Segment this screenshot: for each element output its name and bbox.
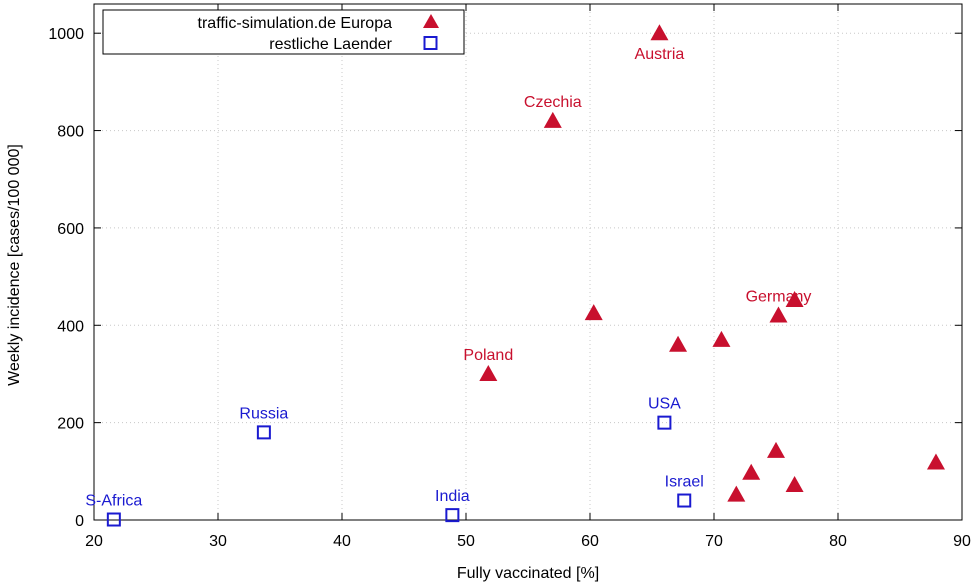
x-tick-label-30: 30: [209, 533, 227, 550]
y-tick-label-800: 800: [57, 124, 84, 141]
y-tick-label-200: 200: [57, 416, 84, 433]
point-label-czechia: Czechia: [524, 94, 582, 111]
point-label-israel: Israel: [665, 474, 704, 491]
axes-layer: 20 30 40 50 60 70 80 90 0 200 400 600 800 1000: [48, 3, 971, 550]
point-europa-1: [543, 111, 562, 128]
legend-marker-europa: [423, 14, 439, 28]
x-tick-label-20: 20: [85, 533, 103, 550]
point-label-s-africa: S-Africa: [85, 493, 142, 510]
point-europa-5: [712, 330, 731, 347]
point-restliche-2: [445, 508, 460, 523]
point-label-usa: USA: [648, 396, 681, 413]
point-europa-9: [742, 463, 761, 480]
point-labels-layer: Austria Czechia Germany Poland Russia S-Afric…: [85, 46, 811, 509]
y-axis-title: Weekly incidence [cases/100 000]: [6, 144, 23, 386]
point-label-poland: Poland: [463, 347, 513, 364]
point-europa-0: [650, 24, 669, 41]
point-label-india: India: [435, 488, 470, 505]
x-tick-label-60: 60: [581, 533, 599, 550]
y-tick-label-0: 0: [75, 513, 84, 530]
x-tick-label-90: 90: [953, 533, 971, 550]
point-label-germany: Germany: [746, 289, 812, 306]
points-layer: [106, 24, 945, 527]
legend-label-europa: traffic-simulation.de Europa: [198, 15, 393, 32]
y-tick-label-400: 400: [57, 318, 84, 335]
y-tick-label-600: 600: [57, 221, 84, 238]
point-europa-6: [669, 335, 688, 352]
grid-layer: [94, 4, 962, 520]
plot-frame: [93, 3, 963, 521]
point-europa-4: [769, 306, 788, 323]
point-restliche-3: [657, 415, 672, 430]
legend-marker-restliche: [423, 36, 438, 50]
point-europa-12: [926, 453, 945, 470]
point-europa-3: [785, 290, 804, 307]
legend: traffic-simulation.de Europa restliche L…: [102, 9, 465, 55]
point-restliche-1: [106, 512, 121, 527]
point-label-russia: Russia: [239, 405, 288, 422]
x-tick-label-70: 70: [705, 533, 723, 550]
point-europa-2: [584, 304, 603, 321]
y-tick-label-1000: 1000: [48, 26, 84, 43]
point-label-austria: Austria: [635, 46, 685, 63]
point-restliche-4: [677, 493, 692, 508]
point-restliche-0: [256, 425, 271, 440]
point-europa-8: [767, 441, 785, 458]
legend-box: [102, 9, 465, 55]
x-tick-label-50: 50: [457, 533, 475, 550]
x-tick-label-80: 80: [829, 533, 847, 550]
point-europa-11: [727, 485, 746, 502]
x-tick-label-40: 40: [333, 533, 351, 550]
point-europa-7: [479, 364, 498, 381]
legend-label-restliche: restliche Laender: [269, 36, 392, 53]
point-europa-10: [785, 475, 804, 492]
x-axis-title: Fully vaccinated [%]: [457, 565, 599, 582]
